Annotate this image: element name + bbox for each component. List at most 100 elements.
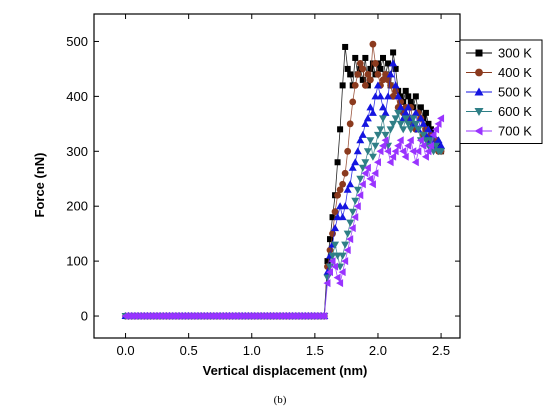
data-point: [333, 252, 342, 260]
data-point: [338, 213, 347, 221]
data-point: [359, 76, 366, 83]
data-point: [331, 262, 339, 271]
legend-entry-700-k: 700 K: [466, 124, 532, 139]
data-point: [434, 119, 442, 128]
data-point: [411, 158, 419, 167]
data-point: [394, 92, 403, 100]
y-tick-label: 100: [66, 254, 88, 269]
legend-entry-600-k: 600 K: [466, 104, 532, 119]
data-point: [366, 76, 374, 84]
data-point: [376, 92, 385, 100]
data-point: [339, 180, 347, 188]
data-point: [435, 142, 442, 149]
data-point: [379, 141, 387, 150]
data-point: [368, 108, 377, 116]
data-point: [356, 136, 365, 144]
axes: 0.0 0.5 1.0 1.5 2.0 2.5 0 100 200 300 400 500: [66, 13, 461, 358]
data-point: [346, 235, 354, 244]
data-point: [404, 120, 413, 128]
data-point: [333, 273, 341, 282]
data-point: [377, 65, 384, 72]
series-line: [125, 111, 442, 317]
data-point: [394, 141, 402, 150]
data-point: [381, 131, 390, 139]
data-point: [384, 147, 392, 156]
data-point: [349, 98, 357, 106]
data-point: [385, 60, 392, 67]
y-tick-label: 400: [66, 89, 88, 104]
data-point: [372, 60, 379, 67]
data-point: [409, 147, 417, 156]
data-point: [384, 142, 393, 150]
data-point: [401, 115, 410, 123]
plot-area: [121, 40, 446, 321]
data-point: [351, 81, 359, 89]
data-point: [426, 137, 435, 145]
legend-marker: [474, 108, 484, 116]
data-point: [399, 126, 408, 134]
data-point: [366, 137, 375, 145]
data-point: [346, 120, 354, 128]
x-tick-label: 1.5: [306, 343, 324, 358]
legend-label: 500 K: [498, 85, 532, 100]
data-point: [426, 141, 434, 150]
data-point: [347, 71, 354, 78]
data-point: [339, 82, 346, 89]
data-point: [356, 175, 365, 183]
y-tick-label: 200: [66, 199, 88, 214]
data-point: [331, 208, 339, 216]
data-point: [379, 115, 388, 123]
data-point: [369, 40, 377, 48]
data-point: [358, 164, 367, 172]
data-point: [361, 169, 369, 178]
y-axis-title: Force (nN): [32, 153, 47, 218]
data-point: [359, 65, 367, 73]
data-point: [334, 191, 341, 199]
data-point: [341, 257, 349, 266]
legend-marker: [475, 68, 483, 77]
data-point: [361, 159, 370, 167]
data-point: [399, 147, 407, 156]
data-point: [437, 114, 445, 123]
data-point: [386, 158, 394, 167]
data-point: [407, 98, 414, 105]
data-point: [396, 120, 405, 128]
data-point: [348, 224, 356, 233]
data-point: [333, 213, 342, 221]
legend-marker: [475, 49, 483, 57]
data-point: [367, 65, 374, 72]
data-point: [351, 197, 360, 205]
plot-frame: [93, 13, 461, 339]
data-point: [389, 92, 397, 100]
data-point: [363, 163, 371, 172]
data-point: [394, 109, 403, 117]
data-point: [396, 136, 404, 145]
data-point: [351, 158, 360, 166]
data-point: [414, 147, 422, 156]
data-point: [342, 43, 349, 50]
legend-marker: [474, 87, 484, 96]
data-point: [424, 147, 432, 156]
legend-label: 300 K: [498, 46, 532, 61]
data-point: [336, 279, 344, 288]
data-point: [374, 71, 382, 78]
data-point: [331, 224, 340, 232]
data-point: [346, 219, 355, 227]
data-point: [353, 186, 362, 194]
data-point: [419, 119, 428, 127]
data-point: [362, 54, 369, 61]
legend-entry-300-k: 300 K: [466, 46, 532, 61]
data-point: [422, 109, 429, 116]
legend-label: 600 K: [498, 104, 532, 119]
data-point: [389, 152, 397, 161]
data-point: [371, 169, 379, 178]
legend-marker: [474, 126, 483, 136]
data-point: [437, 148, 446, 156]
data-point: [341, 241, 350, 249]
data-point: [363, 114, 372, 122]
data-point: [358, 180, 366, 189]
data-point: [437, 141, 446, 149]
data-point: [376, 126, 385, 134]
series-line: [125, 63, 442, 317]
data-point: [416, 114, 425, 122]
